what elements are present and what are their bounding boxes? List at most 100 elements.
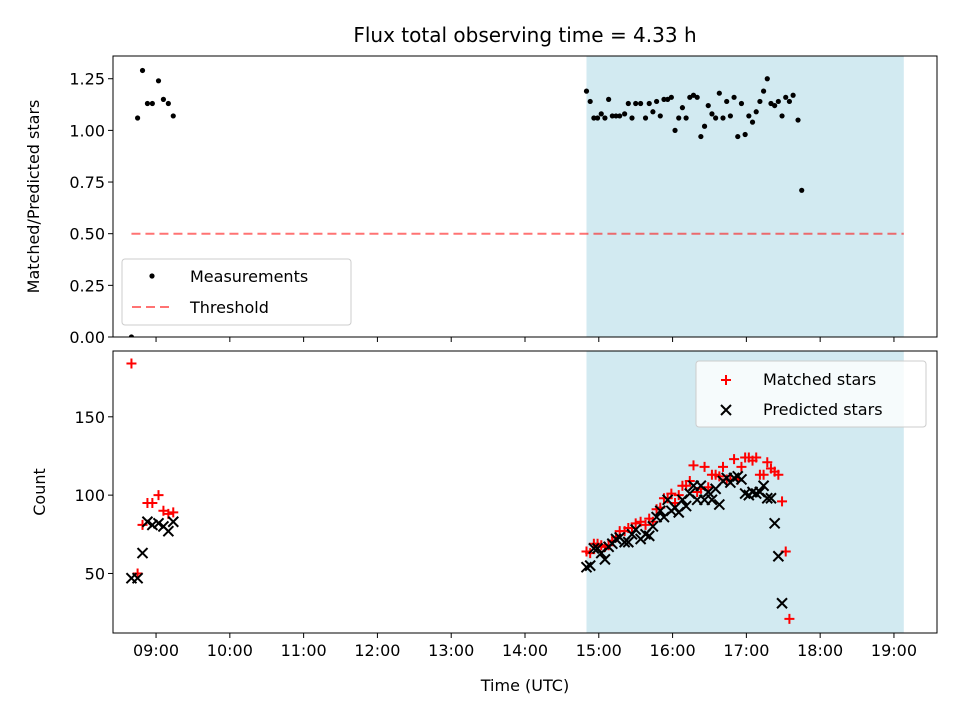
legend-threshold-label: Threshold xyxy=(189,298,269,317)
matched-star-point xyxy=(699,461,710,472)
measurement-point xyxy=(594,115,601,121)
x-tick-label: 09:00 xyxy=(133,641,179,660)
measurement-point xyxy=(165,100,171,107)
measurement-point xyxy=(709,111,715,117)
x-tick-label: 15:00 xyxy=(576,641,622,660)
measurement-point xyxy=(783,94,789,100)
legend-matched-marker xyxy=(721,375,731,385)
measurement-point xyxy=(760,88,767,94)
measurement-point xyxy=(139,67,146,74)
measurement-point xyxy=(795,117,801,123)
measurement-point xyxy=(625,100,631,107)
measurement-point xyxy=(149,100,155,107)
x-tick-label: 10:00 xyxy=(207,641,253,660)
x-tick-label: 13:00 xyxy=(428,641,474,660)
matched-star-point xyxy=(736,461,747,472)
predicted-star-point xyxy=(776,597,788,609)
measurement-point xyxy=(738,100,745,107)
predicted-star-point xyxy=(643,530,655,542)
measurement-point xyxy=(716,90,722,96)
measurement-point xyxy=(155,78,162,84)
measurement-point xyxy=(629,115,635,121)
measurement-point xyxy=(598,111,604,117)
measurement-point xyxy=(772,102,778,109)
measurement-point xyxy=(694,94,700,100)
y-tick-label: 100 xyxy=(74,486,105,505)
measurement-point xyxy=(749,119,756,125)
y-axis-label: Matched/Predicted stars xyxy=(24,100,43,294)
y-tick-label: 0.50 xyxy=(69,225,105,244)
measurement-point xyxy=(799,187,805,193)
matched-star-point xyxy=(762,457,773,468)
measurement-point xyxy=(698,133,704,140)
x-tick-label: 19:00 xyxy=(871,641,917,660)
matched-star-point xyxy=(777,496,788,507)
matched-star-point xyxy=(751,452,762,463)
measurement-point xyxy=(606,96,612,102)
top-panel: 0.00 0.25 0.50 0.75 1.00 1.25 Matched/Predicte… xyxy=(24,55,938,347)
legend: Matched stars Predicted stars xyxy=(695,360,927,428)
measurement-point xyxy=(713,115,719,121)
predicted-star-point xyxy=(629,523,642,536)
x-tick-label: 12:00 xyxy=(354,641,400,660)
matched-star-point xyxy=(718,461,729,472)
matched-star-point xyxy=(137,519,148,530)
measurement-point xyxy=(731,94,737,100)
measurement-point xyxy=(701,123,708,129)
y-tick-label: 1.00 xyxy=(69,121,105,140)
legend: Measurements Threshold xyxy=(121,258,352,326)
measurement-point xyxy=(672,127,678,133)
measurement-point xyxy=(764,76,770,82)
measurement-point xyxy=(633,100,639,107)
predicted-star-point xyxy=(713,498,726,511)
predicted-star-point xyxy=(706,494,718,506)
matched-star-point xyxy=(784,613,795,624)
matched-star-point xyxy=(640,519,651,530)
y-axis-label: Count xyxy=(30,468,49,516)
predicted-star-point xyxy=(647,520,659,533)
predicted-star-point xyxy=(622,536,635,548)
predicted-star-point xyxy=(765,492,777,504)
matched-star-point xyxy=(168,507,179,518)
measurement-point xyxy=(144,100,151,107)
measurement-point xyxy=(775,98,781,105)
predicted-star-point xyxy=(757,480,770,492)
measurement-point xyxy=(128,334,135,337)
legend-measurement-marker xyxy=(149,273,155,279)
measurement-point xyxy=(705,102,711,109)
predicted-star-point xyxy=(599,553,611,566)
measurement-point xyxy=(134,115,141,121)
predicted-star-point xyxy=(768,517,781,530)
shaded-region xyxy=(586,56,904,337)
measurement-point xyxy=(622,111,628,117)
matched-star-point xyxy=(630,518,641,529)
measurement-point xyxy=(746,113,752,119)
matched-star-point xyxy=(688,460,699,471)
predicted-star-point xyxy=(654,505,666,517)
x-tick-label: 11:00 xyxy=(281,641,327,660)
chart-title: Flux total observing time = 4.33 h xyxy=(353,23,696,47)
matched-star-point xyxy=(758,469,769,480)
measurement-point xyxy=(753,109,759,115)
bottom-panel: 50 100 150 09:00 10:00 11:00 12:00 13:00 14:00 15… xyxy=(30,350,938,660)
matched-star-point xyxy=(153,490,164,501)
predicted-star-point xyxy=(136,547,149,559)
predicted-star-point xyxy=(584,559,596,572)
measurement-point xyxy=(583,88,590,94)
measurement-point xyxy=(170,113,176,119)
x-tick-label: 17:00 xyxy=(723,641,769,660)
measurement-point xyxy=(591,115,597,121)
legend-box xyxy=(121,258,352,326)
measurement-point xyxy=(617,113,623,119)
measurement-point xyxy=(650,109,656,115)
predicted-star-point xyxy=(735,473,748,486)
legend-predicted-marker xyxy=(720,404,732,416)
plot-area xyxy=(128,56,904,337)
measurement-point xyxy=(638,100,644,107)
measurement-point xyxy=(661,96,667,102)
measurement-point xyxy=(642,115,649,121)
matched-star-point xyxy=(773,469,784,480)
measurement-point xyxy=(679,105,686,111)
predicted-star-point xyxy=(772,550,785,562)
legend-measurements-label: Measurements xyxy=(190,267,308,286)
